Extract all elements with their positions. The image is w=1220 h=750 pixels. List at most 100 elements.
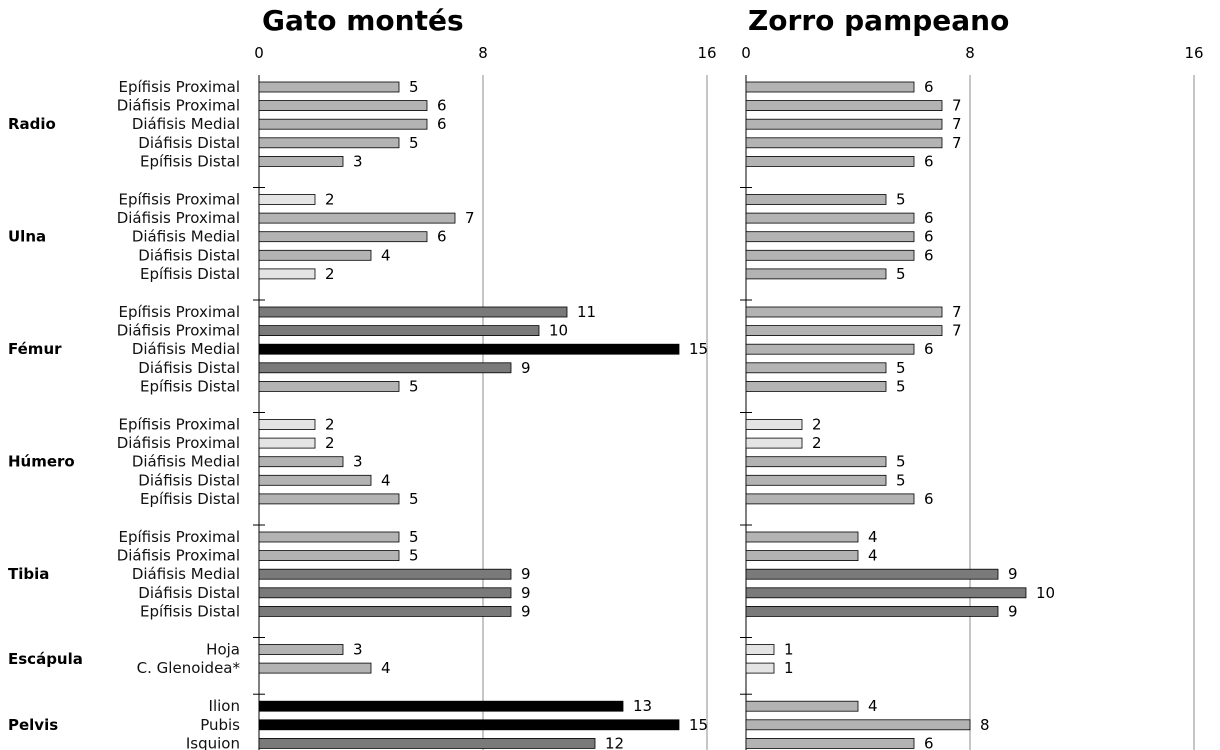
- value-label-zorro-pampeano-humero-diafisis-distal: 5: [896, 471, 906, 489]
- bar-gato-montes-tibia-epifisis-proximal: [259, 532, 399, 542]
- value-label-gato-montes-radio-epifisis-proximal: 5: [409, 78, 419, 96]
- value-label-gato-montes-tibia-epifisis-distal: 9: [521, 602, 531, 620]
- bar-zorro-pampeano-femur-diafisis-distal: [746, 363, 886, 373]
- value-label-zorro-pampeano-humero-epifisis-proximal: 2: [812, 416, 822, 434]
- value-label-zorro-pampeano-femur-epifisis-proximal: 7: [952, 303, 962, 321]
- bar-zorro-pampeano-pelvis-ilion: [746, 701, 858, 711]
- value-label-zorro-pampeano-ulna-diafisis-distal: 6: [924, 246, 934, 264]
- category-label-ulna-epifisis-proximal: Epífisis Proximal: [118, 191, 240, 209]
- bar-gato-montes-humero-diafisis-proximal: [259, 438, 315, 448]
- category-label-humero-diafisis-proximal: Diáfisis Proximal: [117, 434, 240, 452]
- x-tick-label-zorro-pampeano-16: 16: [1184, 44, 1203, 62]
- value-label-zorro-pampeano-pelvis-pubis: 8: [980, 716, 990, 734]
- bar-gato-montes-pelvis-isquion: [259, 738, 595, 748]
- value-label-zorro-pampeano-radio-epifisis-proximal: 6: [924, 78, 934, 96]
- bar-gato-montes-ulna-diafisis-medial: [259, 232, 427, 242]
- bar-gato-montes-humero-diafisis-distal: [259, 475, 371, 485]
- value-label-zorro-pampeano-escapula-hoja: 1: [784, 641, 794, 659]
- x-tick-label-gato-montes-16: 16: [697, 44, 716, 62]
- bar-gato-montes-ulna-epifisis-distal: [259, 269, 315, 279]
- bar-gato-montes-pelvis-pubis: [259, 720, 679, 730]
- value-label-gato-montes-radio-diafisis-distal: 5: [409, 134, 419, 152]
- category-label-ulna-diafisis-distal: Diáfisis Distal: [138, 246, 240, 264]
- category-label-tibia-diafisis-medial: Diáfisis Medial: [132, 565, 240, 583]
- bar-gato-montes-pelvis-ilion: [259, 701, 623, 711]
- value-label-zorro-pampeano-pelvis-isquion: 6: [924, 734, 934, 750]
- bar-zorro-pampeano-radio-epifisis-distal: [746, 156, 914, 166]
- bar-zorro-pampeano-femur-diafisis-proximal: [746, 326, 942, 336]
- bar-gato-montes-humero-epifisis-distal: [259, 494, 399, 504]
- category-label-humero-epifisis-proximal: Epífisis Proximal: [118, 416, 240, 434]
- bar-zorro-pampeano-tibia-diafisis-medial: [746, 569, 998, 579]
- value-label-gato-montes-femur-diafisis-distal: 9: [521, 359, 531, 377]
- bar-zorro-pampeano-tibia-diafisis-distal: [746, 588, 1026, 598]
- value-label-zorro-pampeano-tibia-epifisis-distal: 9: [1008, 602, 1018, 620]
- bar-zorro-pampeano-ulna-diafisis-proximal: [746, 213, 914, 223]
- category-label-humero-diafisis-medial: Diáfisis Medial: [132, 453, 240, 471]
- value-label-gato-montes-radio-diafisis-medial: 6: [437, 115, 447, 133]
- category-label-tibia-epifisis-proximal: Epífisis Proximal: [118, 528, 240, 546]
- bar-zorro-pampeano-ulna-diafisis-medial: [746, 232, 914, 242]
- bar-zorro-pampeano-humero-diafisis-distal: [746, 475, 886, 485]
- category-label-femur-epifisis-distal: Epífisis Distal: [140, 377, 240, 395]
- group-label-humero: Húmero: [8, 453, 75, 471]
- value-label-zorro-pampeano-tibia-diafisis-proximal: 4: [868, 547, 878, 565]
- category-label-tibia-diafisis-distal: Diáfisis Distal: [138, 584, 240, 602]
- category-label-femur-epifisis-proximal: Epífisis Proximal: [118, 303, 240, 321]
- value-label-gato-montes-humero-diafisis-proximal: 2: [325, 434, 335, 452]
- value-label-zorro-pampeano-ulna-epifisis-distal: 5: [896, 265, 906, 283]
- bar-zorro-pampeano-humero-diafisis-proximal: [746, 438, 802, 448]
- bar-gato-montes-ulna-epifisis-proximal: [259, 195, 315, 205]
- bar-gato-montes-femur-diafisis-proximal: [259, 326, 539, 336]
- bar-gato-montes-radio-epifisis-distal: [259, 156, 343, 166]
- bar-zorro-pampeano-pelvis-isquion: [746, 738, 914, 748]
- bar-zorro-pampeano-femur-diafisis-medial: [746, 344, 914, 354]
- value-label-zorro-pampeano-escapula-c-glenoidea: 1: [784, 659, 794, 677]
- value-label-gato-montes-humero-diafisis-medial: 3: [353, 453, 363, 471]
- bar-zorro-pampeano-tibia-epifisis-distal: [746, 606, 998, 616]
- bar-zorro-pampeano-tibia-epifisis-proximal: [746, 532, 858, 542]
- bar-gato-montes-escapula-hoja: [259, 645, 343, 655]
- value-label-zorro-pampeano-radio-diafisis-proximal: 7: [952, 97, 962, 115]
- bar-gato-montes-ulna-diafisis-proximal: [259, 213, 455, 223]
- bar-gato-montes-radio-epifisis-proximal: [259, 82, 399, 92]
- panel-title-zorro-pampeano: Zorro pampeano: [748, 4, 1009, 37]
- bar-gato-montes-radio-diafisis-distal: [259, 138, 399, 148]
- value-label-zorro-pampeano-ulna-diafisis-proximal: 6: [924, 209, 934, 227]
- bar-zorro-pampeano-humero-epifisis-proximal: [746, 420, 802, 430]
- value-label-zorro-pampeano-humero-epifisis-distal: 6: [924, 490, 934, 508]
- bar-gato-montes-tibia-diafisis-proximal: [259, 551, 399, 561]
- bar-zorro-pampeano-radio-diafisis-medial: [746, 119, 942, 129]
- bar-zorro-pampeano-femur-epifisis-distal: [746, 381, 886, 391]
- value-label-zorro-pampeano-ulna-diafisis-medial: 6: [924, 228, 934, 246]
- panel-title-gato-montes: Gato montés: [262, 4, 464, 37]
- value-label-gato-montes-femur-diafisis-proximal: 10: [549, 322, 568, 340]
- value-label-zorro-pampeano-tibia-diafisis-distal: 10: [1036, 584, 1055, 602]
- value-label-gato-montes-tibia-diafisis-distal: 9: [521, 584, 531, 602]
- value-label-gato-montes-femur-epifisis-proximal: 11: [577, 303, 596, 321]
- x-tick-label-gato-montes-0: 0: [254, 44, 264, 62]
- category-label-radio-diafisis-proximal: Diáfisis Proximal: [117, 97, 240, 115]
- value-label-zorro-pampeano-radio-diafisis-distal: 7: [952, 134, 962, 152]
- bar-zorro-pampeano-radio-epifisis-proximal: [746, 82, 914, 92]
- value-label-gato-montes-tibia-diafisis-medial: 9: [521, 565, 531, 583]
- bar-zorro-pampeano-escapula-hoja: [746, 645, 774, 655]
- x-tick-label-gato-montes-8: 8: [478, 44, 488, 62]
- category-label-ulna-epifisis-distal: Epífisis Distal: [140, 265, 240, 283]
- value-label-gato-montes-tibia-epifisis-proximal: 5: [409, 528, 419, 546]
- category-label-femur-diafisis-medial: Diáfisis Medial: [132, 340, 240, 358]
- category-label-radio-epifisis-distal: Epífisis Distal: [140, 152, 240, 170]
- bar-gato-montes-humero-diafisis-medial: [259, 457, 343, 467]
- category-label-femur-diafisis-distal: Diáfisis Distal: [138, 359, 240, 377]
- group-label-femur: Fémur: [8, 340, 62, 358]
- value-label-zorro-pampeano-femur-diafisis-proximal: 7: [952, 322, 962, 340]
- value-label-gato-montes-escapula-c-glenoidea: 4: [381, 659, 391, 677]
- bar-zorro-pampeano-pelvis-pubis: [746, 720, 970, 730]
- value-label-gato-montes-radio-diafisis-proximal: 6: [437, 97, 447, 115]
- bar-gato-montes-humero-epifisis-proximal: [259, 420, 315, 430]
- category-label-pelvis-isquion: Isquion: [186, 734, 240, 750]
- bar-zorro-pampeano-radio-diafisis-proximal: [746, 101, 942, 111]
- value-label-gato-montes-humero-epifisis-distal: 5: [409, 490, 419, 508]
- bar-gato-montes-ulna-diafisis-distal: [259, 250, 371, 260]
